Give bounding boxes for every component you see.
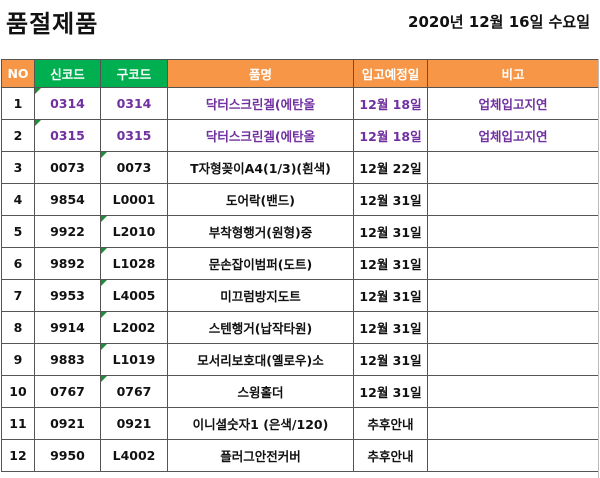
- row-note: [427, 439, 599, 472]
- row-arrival-date: 추후안내: [353, 407, 428, 440]
- row-old-code: L0001: [100, 183, 168, 216]
- row-no: 6: [1, 247, 35, 280]
- row-note: [427, 183, 599, 216]
- row-old-code: L4005: [100, 279, 168, 312]
- row-old-code: L2002: [100, 311, 168, 344]
- row-new-code: 9922: [34, 215, 101, 248]
- header-arrival-date: 입고예정일: [353, 59, 428, 88]
- row-old-code: 0073: [100, 151, 168, 184]
- row-arrival-date: 12월 31일: [353, 279, 428, 312]
- table-row: 5 9922 L2010 부착형행거(원형)중 12월 31일: [1, 215, 599, 248]
- row-no: 5: [1, 215, 35, 248]
- table-row: 9 9883 L1019 모서리보호대(옐로우)소 12월 31일: [1, 343, 599, 376]
- row-arrival-date: 12월 31일: [353, 183, 428, 216]
- row-no: 1: [1, 87, 35, 120]
- table-row: 8 9914 L2002 스텐행거(납작타원) 12월 31일: [1, 311, 599, 344]
- header-old-code: 구코드: [100, 59, 168, 88]
- row-no: 7: [1, 279, 35, 312]
- row-no: 4: [1, 183, 35, 216]
- row-note: [427, 343, 599, 376]
- row-no: 8: [1, 311, 35, 344]
- row-note: [427, 247, 599, 280]
- row-arrival-date: 12월 31일: [353, 311, 428, 344]
- report-date: 2020년 12월 16일 수요일: [408, 13, 590, 31]
- row-no: 11: [1, 407, 35, 440]
- row-old-code: L1019: [100, 343, 168, 376]
- row-product-name: 닥터스크린겔(에탄올: [167, 87, 354, 120]
- row-no: 12: [1, 439, 35, 472]
- page-title: 품절제품: [6, 10, 99, 38]
- row-old-code: 0921: [100, 407, 168, 440]
- sold-out-table: NO 신코드 구코드 품명 입고예정일 비고 1 0314 0314 닥터스크린겔(에…: [1, 59, 599, 472]
- row-old-code: L4002: [100, 439, 168, 472]
- row-new-code: 9854: [34, 183, 101, 216]
- row-no: 9: [1, 343, 35, 376]
- row-arrival-date: 12월 22일: [353, 151, 428, 184]
- row-old-code: 0767: [100, 375, 168, 408]
- row-note: [427, 375, 599, 408]
- table-row: 4 9854 L0001 도어락(밴드) 12월 31일: [1, 183, 599, 216]
- table-row: 7 9953 L4005 미끄럼방지도트 12월 31일: [1, 279, 599, 312]
- header-note: 비고: [427, 59, 599, 88]
- row-product-name: 도어락(밴드): [167, 183, 354, 216]
- row-product-name: 스텐행거(납작타원): [167, 311, 354, 344]
- header-no: NO: [1, 59, 35, 88]
- row-product-name: 플러그안전커버: [167, 439, 354, 472]
- row-arrival-date: 12월 18일: [353, 119, 428, 152]
- table-row: 2 0315 0315 닥터스크린겔(에탄올 12월 18일 업체입고지연: [1, 119, 599, 152]
- row-new-code: 9953: [34, 279, 101, 312]
- row-arrival-date: 추후안내: [353, 439, 428, 472]
- row-new-code: 0767: [34, 375, 101, 408]
- row-arrival-date: 12월 18일: [353, 87, 428, 120]
- row-product-name: T자형꽂이A4(1/3)(흰색): [167, 151, 354, 184]
- row-arrival-date: 12월 31일: [353, 375, 428, 408]
- row-old-code: 0315: [100, 119, 168, 152]
- row-arrival-date: 12월 31일: [353, 247, 428, 280]
- table-row: 12 9950 L4002 플러그안전커버 추후안내: [1, 439, 599, 472]
- row-old-code: L2010: [100, 215, 168, 248]
- row-product-name: 스윙홀더: [167, 375, 354, 408]
- row-note: [427, 279, 599, 312]
- row-no: 10: [1, 375, 35, 408]
- row-note: [427, 407, 599, 440]
- row-product-name: 이니셜숫자1 (은색/120): [167, 407, 354, 440]
- row-no: 3: [1, 151, 35, 184]
- row-product-name: 닥터스크린겔(에탄올: [167, 119, 354, 152]
- table-row: 11 0921 0921 이니셜숫자1 (은색/120) 추후안내: [1, 407, 599, 440]
- row-new-code: 9914: [34, 311, 101, 344]
- row-product-name: 미끄럼방지도트: [167, 279, 354, 312]
- row-new-code: 9950: [34, 439, 101, 472]
- table-header-row: NO 신코드 구코드 품명 입고예정일 비고: [1, 59, 599, 88]
- row-new-code: 9892: [34, 247, 101, 280]
- row-note: [427, 215, 599, 248]
- row-product-name: 모서리보호대(옐로우)소: [167, 343, 354, 376]
- row-note: [427, 311, 599, 344]
- row-new-code: 0073: [34, 151, 101, 184]
- row-new-code: 0315: [34, 119, 101, 152]
- row-note: 업체입고지연: [427, 87, 599, 120]
- header-new-code: 신코드: [34, 59, 101, 88]
- table-row: 10 0767 0767 스윙홀더 12월 31일: [1, 375, 599, 408]
- table-row: 6 9892 L1028 문손잡이범퍼(도트) 12월 31일: [1, 247, 599, 280]
- row-arrival-date: 12월 31일: [353, 215, 428, 248]
- row-new-code: 0314: [34, 87, 101, 120]
- row-note: [427, 151, 599, 184]
- row-note: 업체입고지연: [427, 119, 599, 152]
- row-no: 2: [1, 119, 35, 152]
- sheet-edge: [598, 59, 599, 478]
- row-new-code: 9883: [34, 343, 101, 376]
- table-row: 3 0073 0073 T자형꽂이A4(1/3)(흰색) 12월 22일: [1, 151, 599, 184]
- header-product-name: 품명: [167, 59, 354, 88]
- row-product-name: 문손잡이범퍼(도트): [167, 247, 354, 280]
- row-old-code: L1028: [100, 247, 168, 280]
- row-arrival-date: 12월 31일: [353, 343, 428, 376]
- table-row: 1 0314 0314 닥터스크린겔(에탄올 12월 18일 업체입고지연: [1, 87, 599, 120]
- row-old-code: 0314: [100, 87, 168, 120]
- row-product-name: 부착형행거(원형)중: [167, 215, 354, 248]
- row-new-code: 0921: [34, 407, 101, 440]
